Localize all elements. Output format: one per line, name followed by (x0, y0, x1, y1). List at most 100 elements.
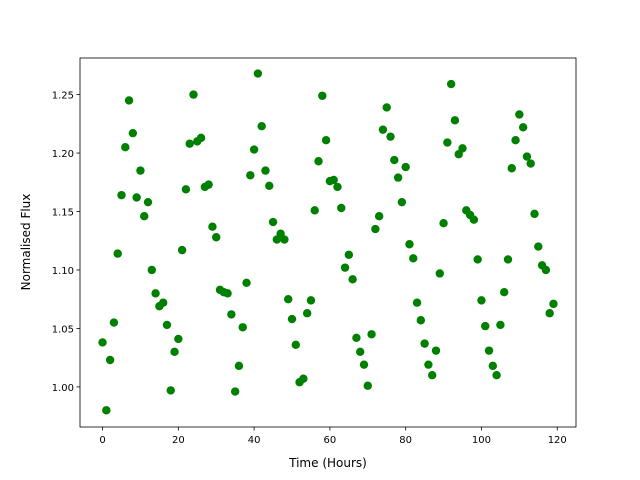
point (382, 103, 391, 112)
point (428, 371, 437, 380)
point (321, 135, 331, 145)
y-tick-label: 1.25 (52, 91, 74, 102)
x-axis-label: Time (Hours) (288, 456, 367, 470)
axes-frame (79, 57, 577, 428)
point (446, 79, 456, 89)
point (132, 193, 141, 202)
point (268, 217, 278, 227)
point (246, 171, 255, 180)
point (208, 222, 217, 231)
point (230, 387, 240, 396)
point (140, 211, 149, 221)
point (481, 321, 490, 331)
point (378, 125, 388, 134)
point (121, 143, 130, 152)
point (374, 211, 384, 221)
point (488, 361, 498, 371)
point (450, 116, 460, 125)
point (397, 197, 407, 207)
point (367, 330, 376, 339)
point (340, 263, 350, 272)
point (212, 233, 221, 242)
point (318, 91, 327, 100)
point (352, 333, 361, 342)
point (409, 254, 418, 263)
point (166, 386, 175, 395)
x-tick-label: 40 (248, 435, 261, 446)
point (530, 209, 539, 219)
point (113, 249, 122, 258)
point (405, 240, 414, 249)
point (363, 381, 372, 390)
y-tick-label: 1.00 (52, 383, 74, 394)
point (280, 235, 289, 244)
point (174, 334, 183, 344)
point (515, 110, 524, 119)
point (401, 162, 410, 172)
point (443, 138, 452, 147)
point (473, 255, 482, 264)
point (522, 152, 532, 161)
point (458, 144, 467, 153)
x-tick-label: 120 (548, 435, 567, 446)
point (261, 166, 270, 175)
point (181, 185, 191, 194)
point (136, 166, 145, 175)
point (291, 340, 300, 350)
point (196, 133, 206, 143)
point (337, 203, 346, 213)
point (507, 164, 516, 173)
point (238, 323, 247, 332)
point (284, 295, 293, 304)
x-tick-label: 20 (172, 435, 185, 446)
point (253, 69, 263, 78)
point (98, 338, 107, 347)
point (287, 314, 297, 324)
point (227, 310, 236, 319)
y-tick-label: 1.05 (52, 324, 74, 335)
point (306, 296, 316, 305)
point (102, 406, 111, 415)
point (204, 180, 213, 189)
point (147, 265, 157, 275)
point (359, 360, 369, 369)
point (477, 296, 486, 305)
point (499, 287, 509, 297)
point (348, 275, 357, 284)
point (177, 245, 187, 255)
x-tick-label: 0 (99, 435, 105, 446)
point (412, 298, 422, 307)
point (484, 346, 494, 355)
point (143, 197, 153, 207)
point (333, 182, 342, 192)
point (526, 159, 535, 168)
point (492, 371, 501, 380)
x-tick-label: 100 (472, 435, 491, 446)
point (503, 255, 513, 264)
point (393, 173, 403, 182)
point (431, 346, 441, 355)
y-axis-label: Normalised Flux (19, 194, 33, 291)
point (124, 96, 134, 105)
point (185, 139, 194, 148)
point (105, 355, 115, 365)
point (128, 128, 138, 138)
point (223, 289, 232, 298)
point (545, 309, 554, 318)
x-tick-label: 80 (399, 435, 412, 446)
point (117, 190, 126, 200)
point (390, 155, 399, 165)
x-tick-label: 60 (324, 435, 337, 446)
point (162, 320, 172, 330)
point (158, 298, 168, 307)
point (541, 265, 551, 275)
point (511, 135, 520, 145)
point (356, 347, 365, 357)
point (170, 347, 179, 357)
point (329, 175, 338, 185)
point (439, 219, 448, 228)
point (549, 299, 558, 309)
point (371, 224, 380, 234)
